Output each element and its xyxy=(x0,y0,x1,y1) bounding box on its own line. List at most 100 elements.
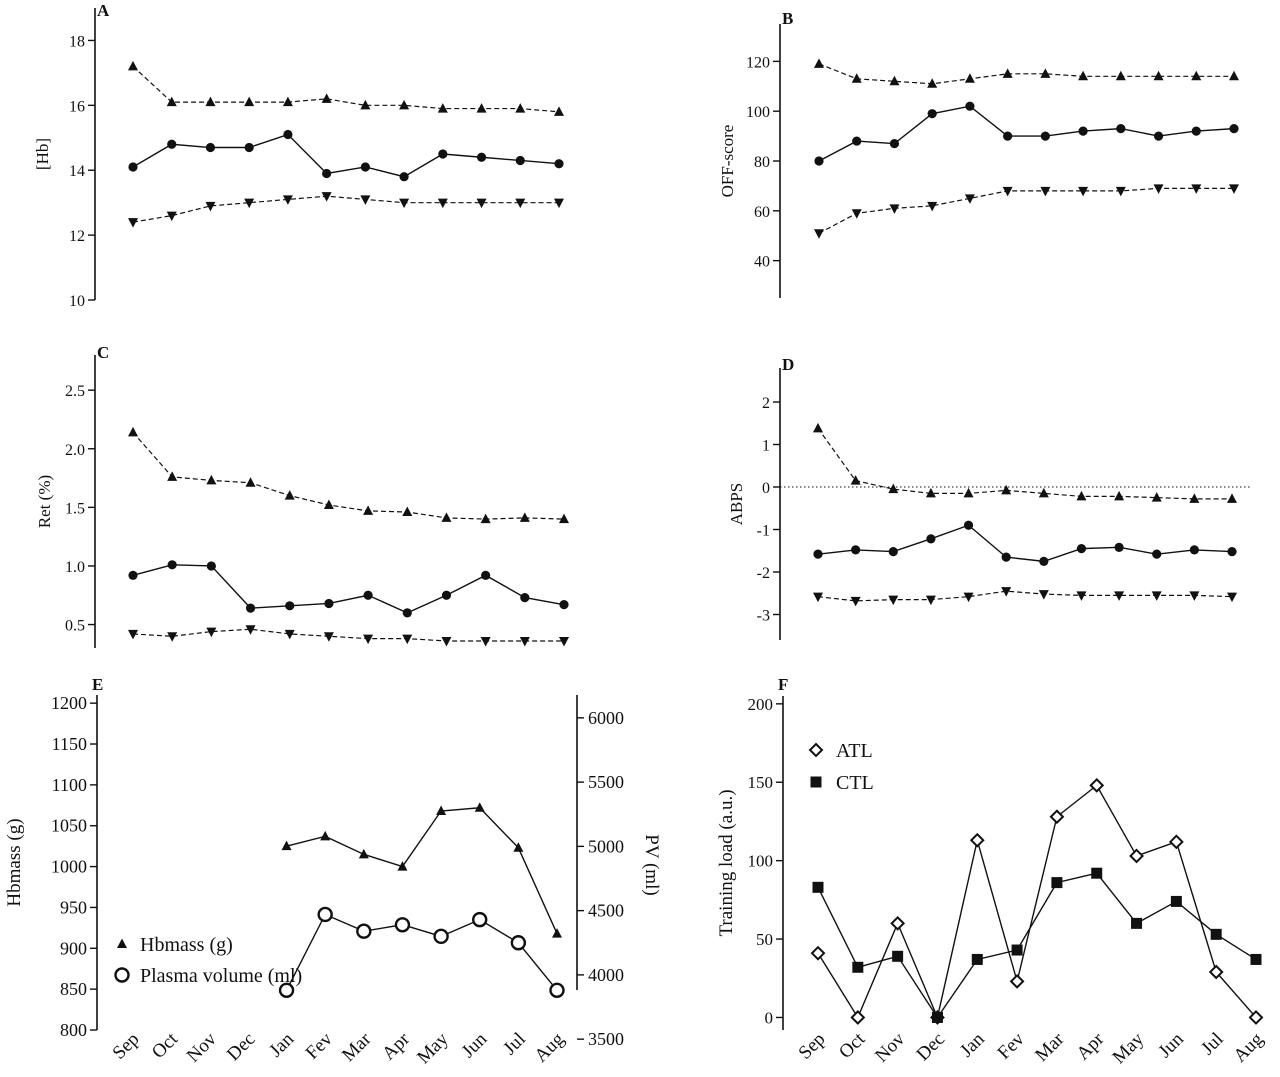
data-point xyxy=(285,601,295,611)
legend-label: Plasma volume (ml) xyxy=(140,965,302,987)
series-line xyxy=(132,431,565,520)
data-point xyxy=(206,474,217,485)
series-line xyxy=(132,564,565,614)
data-point xyxy=(851,209,862,219)
y-tick-label: -3 xyxy=(757,608,770,625)
data-point xyxy=(167,139,177,149)
y-axis-label: Hbmass (g) xyxy=(4,818,25,906)
data-point xyxy=(1189,545,1199,555)
panel-label: E xyxy=(92,675,103,694)
data-point xyxy=(1040,68,1051,78)
x-tick-label: Oct xyxy=(148,1028,183,1063)
y-tick-label: 800 xyxy=(60,1020,87,1040)
y-axis-label: Ret (%) xyxy=(35,475,54,528)
data-point xyxy=(1153,70,1164,81)
data-point xyxy=(283,129,293,140)
data-point xyxy=(813,592,823,603)
x-tick-label: May xyxy=(1109,1028,1149,1068)
data-point xyxy=(1040,131,1050,141)
x-tick-label: Sep xyxy=(795,1029,830,1064)
data-point xyxy=(850,1010,866,1025)
data-point xyxy=(1051,877,1063,889)
y-tick-label: -1 xyxy=(757,523,770,540)
data-point xyxy=(813,422,823,433)
panel-label: B xyxy=(782,9,793,28)
data-point xyxy=(963,592,974,603)
y-tick-label: 150 xyxy=(748,773,774,792)
data-point xyxy=(394,917,411,933)
x-tick-label: May xyxy=(413,1028,453,1068)
data-point xyxy=(1153,184,1164,194)
data-point xyxy=(1114,490,1125,501)
data-point xyxy=(436,805,447,816)
data-point xyxy=(554,198,564,209)
y2-tick-label: 5000 xyxy=(588,836,624,856)
y-tick-label: 200 xyxy=(748,695,774,714)
data-point xyxy=(1011,944,1023,956)
series-triangle-up-dashed xyxy=(813,422,1237,503)
data-point xyxy=(167,560,177,570)
data-point xyxy=(476,103,487,113)
data-point xyxy=(1248,1010,1264,1025)
y2-tick-label: 3500 xyxy=(588,1029,624,1049)
data-point xyxy=(1189,493,1200,503)
data-point xyxy=(1114,591,1125,601)
legend-label: CTL xyxy=(836,772,874,794)
data-point xyxy=(1151,492,1162,502)
data-point xyxy=(441,590,452,600)
data-point xyxy=(1153,131,1164,141)
data-point xyxy=(888,547,898,557)
data-point xyxy=(927,201,938,212)
data-point xyxy=(317,906,333,923)
data-point xyxy=(1250,953,1262,965)
legend-marker xyxy=(810,776,822,788)
data-point xyxy=(402,506,413,517)
data-point xyxy=(554,106,564,116)
x-tick-label: Dec xyxy=(913,1029,949,1065)
data-point xyxy=(206,627,217,638)
data-point xyxy=(892,950,904,962)
y-tick-label: 1.0 xyxy=(65,559,85,576)
data-point xyxy=(964,194,975,204)
data-point xyxy=(971,953,983,965)
data-point xyxy=(128,162,138,172)
series-triangle-up-dashed xyxy=(128,60,564,116)
y-tick-label: 40 xyxy=(754,254,770,271)
data-point xyxy=(812,881,824,893)
x-tick-label: Mar xyxy=(1031,1028,1069,1066)
data-point xyxy=(1210,928,1222,940)
data-point xyxy=(889,138,900,149)
data-point xyxy=(1115,70,1126,81)
x-tick-label: Fev xyxy=(994,1028,1029,1063)
data-point xyxy=(205,142,216,153)
data-point xyxy=(433,928,449,945)
data-point xyxy=(889,75,900,86)
data-point xyxy=(1116,124,1126,134)
y-axis-label: ABPS xyxy=(727,483,746,526)
data-point xyxy=(402,608,412,618)
data-point xyxy=(1049,809,1065,825)
data-point xyxy=(324,598,334,609)
data-point xyxy=(515,198,526,209)
data-point xyxy=(1227,493,1237,503)
data-point xyxy=(437,198,448,209)
x-tick-label: Jan xyxy=(956,1028,989,1061)
data-point xyxy=(1227,547,1237,557)
data-point xyxy=(1168,834,1184,850)
data-point xyxy=(1001,587,1012,597)
panel-d: D -3 -2 -1 0 1 2 ABPS xyxy=(727,355,1250,640)
x-tick-label: Aug xyxy=(531,1028,569,1066)
data-point xyxy=(206,561,216,571)
series-line xyxy=(817,872,1257,1019)
data-point xyxy=(399,198,410,209)
data-point xyxy=(441,512,452,522)
series-line xyxy=(132,65,560,113)
series-line xyxy=(132,133,560,178)
data-point xyxy=(282,195,293,205)
y-tick-label: 2 xyxy=(762,395,770,412)
panel-label: A xyxy=(97,1,110,20)
data-point xyxy=(480,513,491,524)
data-point xyxy=(1076,591,1087,601)
series-plasma-volume-ml xyxy=(278,906,565,999)
data-point xyxy=(245,603,256,613)
